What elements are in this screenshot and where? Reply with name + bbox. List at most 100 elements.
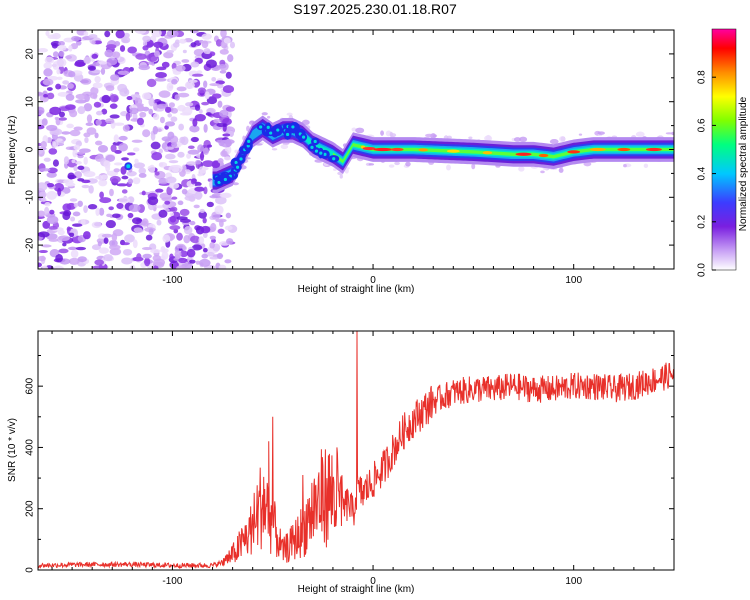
ridge-blob-core [239, 157, 243, 161]
noise-blob [171, 78, 178, 85]
noise-blob [200, 152, 205, 161]
noise-blob [121, 189, 128, 194]
noise-blob [71, 223, 83, 227]
noise-blob [167, 131, 175, 140]
halo-blob [339, 174, 343, 179]
noise-blob [155, 66, 167, 71]
colorbar: 0.0 0.2 0.4 0.6 0.8 Normalized spectral ampl… [697, 28, 749, 277]
noise-blob [38, 210, 46, 217]
halo-blob [597, 131, 605, 135]
noise-blob [144, 257, 151, 267]
noise-blob [217, 158, 224, 164]
colorbar-label: Normalized spectral amplitude [738, 96, 749, 231]
noise-blob [109, 114, 120, 119]
noise-blob [120, 242, 130, 246]
noise-blob [77, 151, 86, 155]
ridge-blob-core [276, 128, 280, 132]
noise-blob [68, 246, 77, 251]
noise-blob [50, 40, 61, 47]
noise-blob [68, 45, 73, 52]
noise-blob [73, 202, 79, 208]
noise-blob [190, 178, 196, 185]
noise-blob [211, 76, 217, 82]
noise-blob [68, 71, 76, 78]
noise-blob [179, 112, 192, 116]
noise-blob [169, 253, 174, 260]
noise-blob [126, 170, 137, 177]
noise-blob [154, 50, 161, 58]
noise-blob [84, 136, 89, 144]
ridge-blob-core [269, 131, 273, 135]
noise-blob [179, 136, 186, 144]
noise-blob [73, 165, 78, 172]
ridge-blob-core [319, 151, 323, 155]
noise-blob [136, 117, 145, 126]
noise-blob [51, 249, 59, 256]
noise-blob [178, 123, 185, 131]
noise-blob [153, 258, 166, 267]
noise-blob [105, 118, 115, 124]
noise-blob [198, 166, 207, 174]
ridge-blob-core [314, 149, 319, 153]
noise-blob [55, 253, 63, 263]
noise-blob [57, 91, 70, 97]
noise-blob [142, 35, 151, 42]
noise-blob [211, 93, 222, 99]
noise-blob [141, 246, 152, 251]
noise-blob [63, 210, 72, 217]
noise-blob [166, 50, 175, 54]
noise-blob [53, 265, 64, 269]
noise-blob [38, 255, 46, 262]
y-tick-label: 200 [25, 500, 36, 517]
noise-blob [38, 48, 49, 53]
noise-blob [38, 146, 44, 155]
noise-blob [132, 239, 138, 249]
noise-blob [109, 94, 119, 103]
noise-blob [172, 70, 181, 75]
noise-blob [83, 205, 88, 213]
noise-blob [70, 216, 76, 222]
y-tick-label: -20 [25, 237, 36, 252]
noise-blob [204, 91, 210, 100]
noise-blob [219, 48, 229, 55]
noise-blob [225, 71, 232, 79]
noise-blob [138, 64, 151, 71]
halo-blob [558, 167, 564, 173]
noise-blob [83, 231, 91, 240]
noise-blob [202, 147, 210, 155]
noise-blob [46, 215, 59, 225]
ridge-hotspot [482, 151, 493, 155]
noise-blob [95, 110, 103, 116]
noise-blob [38, 231, 50, 238]
noise-blob [98, 207, 105, 216]
noise-blob [127, 178, 134, 185]
noise-blob [185, 102, 194, 107]
noise-blob [165, 153, 176, 160]
noise-blob [141, 218, 149, 227]
noise-blob [198, 236, 205, 245]
noise-blob [184, 81, 195, 90]
ridge-blob-core [313, 139, 317, 144]
noise-blob [92, 82, 103, 89]
noise-blob [40, 197, 47, 202]
noise-blob [94, 140, 103, 146]
noise-blob [202, 232, 208, 238]
noise-blob [199, 208, 205, 214]
noise-blob [150, 249, 161, 254]
noise-blob [48, 148, 58, 155]
noise-blob [94, 132, 99, 139]
noise-blob [209, 242, 215, 249]
noise-blob [164, 200, 171, 205]
noise-blob [215, 139, 227, 143]
noise-blob [92, 265, 105, 269]
ridge-blob-core [259, 125, 263, 129]
noise-blob [109, 248, 122, 256]
noise-blob [190, 61, 200, 68]
noise-blob [75, 160, 82, 165]
noise-blob [120, 36, 131, 44]
noise-blob [122, 124, 130, 132]
halo-blob [368, 163, 375, 166]
noise-blob [69, 232, 75, 238]
noise-blob [94, 259, 105, 266]
noise-blob [194, 104, 201, 111]
